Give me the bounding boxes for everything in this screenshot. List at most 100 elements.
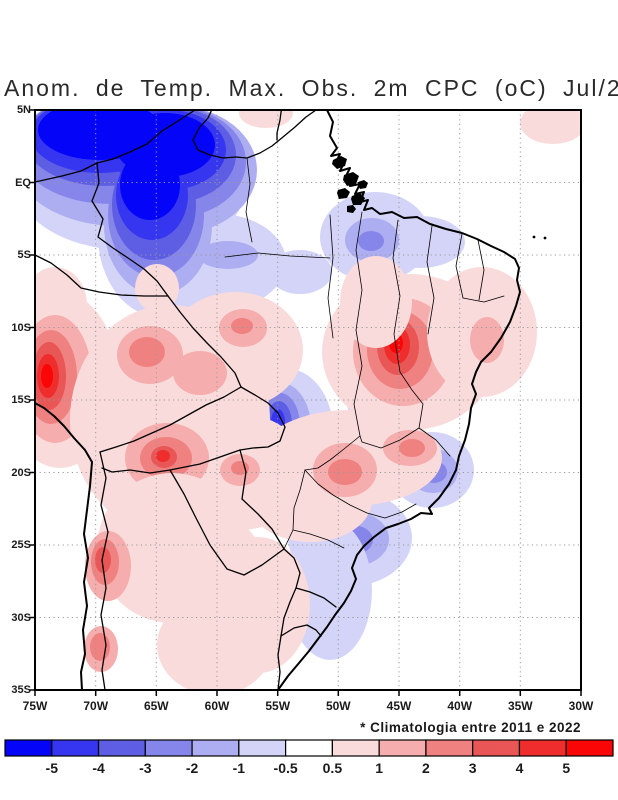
map-shape bbox=[288, 520, 372, 660]
map-shape bbox=[304, 469, 417, 519]
lon-label: 50W bbox=[326, 699, 351, 713]
colorbar-label: -3 bbox=[139, 760, 152, 776]
map-shape bbox=[169, 469, 285, 576]
lon-label: 45W bbox=[387, 699, 412, 713]
map-shape bbox=[399, 439, 425, 457]
map-shape bbox=[455, 233, 464, 299]
colorbar-tick-labels: -5 -4 -3 -2 -1 -0.5 0.5 1 2 3 4 5 bbox=[46, 760, 571, 776]
anomaly-field bbox=[35, 110, 581, 690]
map-shape bbox=[292, 529, 345, 549]
map-shape bbox=[543, 236, 547, 240]
map-shape bbox=[375, 216, 465, 268]
colorbar-label: -4 bbox=[92, 760, 105, 776]
map-shape bbox=[96, 110, 196, 164]
map-shape bbox=[243, 628, 289, 664]
map-shape bbox=[355, 211, 363, 331]
map-shape bbox=[99, 451, 109, 690]
map-shape bbox=[90, 633, 110, 661]
map-shape bbox=[167, 295, 242, 388]
colorbar-segment bbox=[51, 739, 100, 757]
colorbar-segment bbox=[144, 739, 193, 757]
map-shape bbox=[245, 157, 253, 243]
colorbar-label: 2 bbox=[422, 760, 430, 776]
colorbar-segment bbox=[4, 739, 53, 757]
map-shape bbox=[340, 256, 412, 348]
map-shape bbox=[418, 427, 451, 457]
map-shape bbox=[231, 318, 253, 334]
map-shape bbox=[353, 329, 363, 437]
map-shape bbox=[351, 193, 365, 205]
map-shape bbox=[268, 250, 332, 294]
map-shape bbox=[359, 427, 420, 449]
map-shape bbox=[358, 180, 368, 189]
map-shape bbox=[157, 595, 273, 690]
colorbar-segment bbox=[191, 739, 240, 757]
colorbar-segment bbox=[331, 739, 380, 757]
axis-ticks bbox=[29, 109, 582, 696]
colorbar-segment bbox=[378, 739, 427, 757]
map-shape bbox=[192, 110, 317, 159]
lon-label: 70W bbox=[83, 699, 108, 713]
climatology-footnote: * Climatologia entre 2011 e 2022 bbox=[360, 720, 581, 735]
map-shape bbox=[328, 459, 362, 485]
colorbar-label: 3 bbox=[469, 760, 477, 776]
colorbar-label: -0.5 bbox=[274, 760, 298, 776]
map-shape bbox=[129, 337, 165, 367]
map-shape bbox=[239, 110, 293, 128]
colorbar-label: 1 bbox=[375, 760, 383, 776]
map-shape bbox=[135, 264, 179, 312]
map-shape bbox=[283, 548, 337, 608]
map-shape bbox=[332, 156, 347, 169]
country-borders bbox=[35, 110, 337, 690]
colorbar-label: 0.5 bbox=[323, 760, 343, 776]
lon-label: 55W bbox=[265, 699, 290, 713]
lat-label: 15S bbox=[11, 394, 31, 406]
lat-label: 10S bbox=[11, 322, 31, 334]
lat-label: 20S bbox=[11, 467, 31, 479]
colorbar-segment bbox=[97, 739, 146, 757]
lon-label: 35W bbox=[508, 699, 533, 713]
map-shape bbox=[99, 386, 242, 453]
colorbar-label: -1 bbox=[233, 760, 246, 776]
map-shape bbox=[156, 450, 170, 462]
map-shape bbox=[392, 219, 401, 373]
longitude-labels: 75W 70W 65W 60W 55W 50W 45W 40W 35W 30W bbox=[23, 699, 594, 713]
map-shape bbox=[304, 435, 361, 471]
map-shape bbox=[337, 188, 350, 199]
colorbar-label: 5 bbox=[562, 760, 570, 776]
latitude-labels: 5N EQ 5S 10S 15S 20S 25S 30S 35S bbox=[11, 104, 31, 696]
map-shape bbox=[280, 624, 322, 637]
colorbar-segment bbox=[472, 739, 521, 757]
map-shape bbox=[120, 150, 180, 220]
map-shape bbox=[35, 402, 93, 690]
lon-label: 40W bbox=[447, 699, 472, 713]
map-title: Anom. de Temp. Max. Obs. 2m CPC (oC) Jul… bbox=[4, 75, 618, 101]
lat-label: 5N bbox=[17, 104, 31, 116]
map-shape bbox=[239, 386, 286, 451]
map-shape bbox=[283, 469, 306, 550]
map-shape bbox=[95, 547, 111, 573]
colorbar-segment bbox=[425, 739, 474, 757]
map-shape bbox=[327, 214, 334, 339]
colorbar-label: -2 bbox=[186, 760, 199, 776]
colorbar-segment bbox=[285, 739, 333, 757]
offshore-islands bbox=[532, 235, 547, 240]
map-shape bbox=[462, 295, 505, 303]
map-shape bbox=[520, 110, 581, 144]
map-shape bbox=[358, 231, 384, 251]
map-shape bbox=[343, 172, 359, 186]
colorbar-segment bbox=[565, 739, 614, 757]
lat-label: EQ bbox=[15, 177, 31, 189]
colorbar-segment bbox=[238, 739, 287, 757]
map-shape bbox=[224, 252, 331, 259]
amazon-delta-islands bbox=[332, 156, 368, 213]
map-shape bbox=[198, 241, 258, 269]
lon-label: 75W bbox=[23, 699, 48, 713]
colorbar-segment bbox=[518, 739, 567, 757]
colorbar-label: -5 bbox=[46, 760, 59, 776]
lat-label: 35S bbox=[11, 684, 31, 696]
map-shape bbox=[35, 254, 169, 297]
map-shape bbox=[399, 371, 424, 429]
